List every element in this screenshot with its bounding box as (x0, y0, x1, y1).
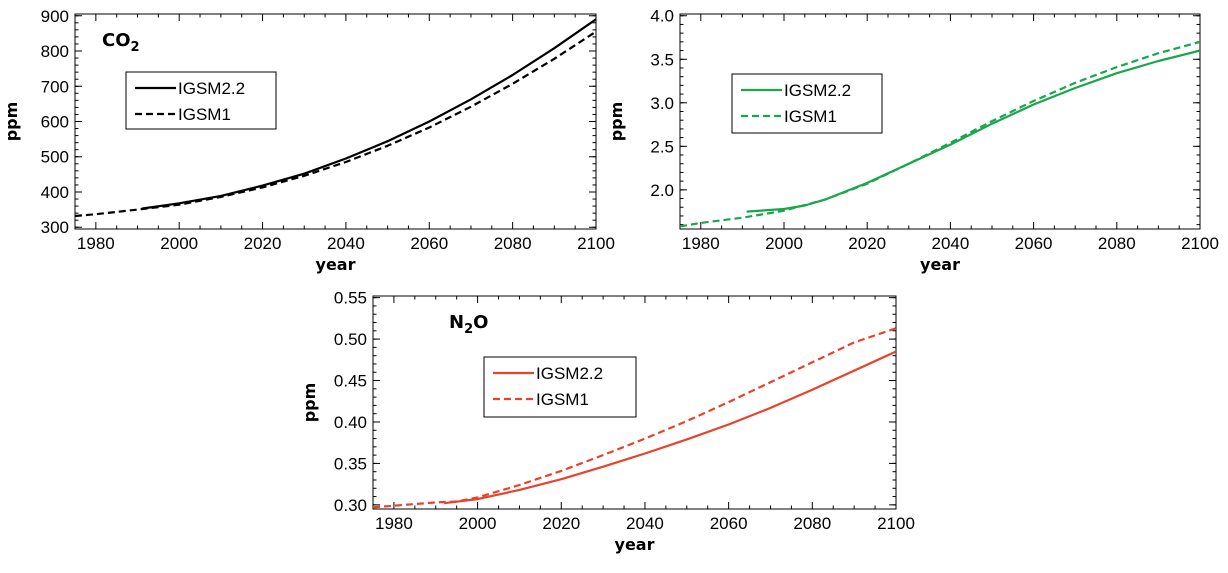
y-tick-label: 0.50 (334, 330, 367, 349)
y-tick-label: 500 (41, 148, 69, 167)
chart-title-subscript: 2 (131, 40, 140, 55)
y-tick-label: 2.5 (650, 137, 674, 156)
y-axis-title: ppm (607, 102, 626, 142)
x-tick-label: 1980 (77, 234, 115, 253)
chart-panel-3: 1980 2000 2020 2040 2060 2080 2100 0.30 0.35 0.40… (300, 289, 915, 554)
chart-title-main: N (449, 312, 464, 333)
x-axis-title: year (615, 535, 655, 554)
series-line-igsm1 (75, 30, 596, 218)
x-tick-label: 2020 (244, 234, 282, 253)
legend-box (731, 73, 883, 134)
y-tick-label: 2.0 (650, 181, 674, 200)
y-tick-label: 900 (41, 7, 69, 26)
legend-label: IGSM1 (536, 390, 589, 409)
plot-frame (679, 13, 1201, 230)
y-tick-label: 400 (41, 183, 69, 202)
x-tick-label: 2040 (626, 514, 664, 533)
legend-label: IGSM1 (178, 105, 231, 124)
x-tick-label: 1980 (375, 514, 413, 533)
x-tick-label: 2060 (410, 234, 448, 253)
series-line-igsm1 (373, 327, 896, 509)
chart-title-main: CO (102, 30, 131, 51)
x-tick-label: 2020 (542, 514, 580, 533)
y-tick-label: 0.55 (334, 289, 367, 308)
y-axis-title: ppm (2, 102, 21, 142)
x-tick-label: 2020 (848, 234, 886, 253)
x-tick-label: 1980 (682, 234, 720, 253)
legend-box (125, 71, 277, 130)
legend-label: IGSM2.2 (536, 364, 603, 383)
x-tick-label: 2100 (1181, 234, 1219, 253)
legend-label: IGSM2.2 (784, 81, 851, 100)
legend-label: IGSM1 (784, 107, 837, 126)
chart-title-subscript: 2 (464, 322, 473, 337)
x-tick-label: 2080 (793, 514, 831, 533)
x-tick-label: 2080 (1098, 234, 1136, 253)
y-tick-label: 800 (41, 42, 69, 61)
x-tick-label: 2000 (765, 234, 803, 253)
y-tick-label: 0.30 (334, 496, 367, 515)
chart-title: CO2 (102, 30, 140, 55)
y-tick-label: 700 (41, 77, 69, 96)
plot-frame (372, 295, 897, 510)
y-tick-label: 0.40 (334, 413, 367, 432)
y-tick-label: 4.0 (650, 7, 674, 26)
x-tick-label: 2040 (327, 234, 365, 253)
y-tick-label: 0.45 (334, 372, 367, 391)
y-axis-title: ppm (300, 383, 319, 423)
legend-box (483, 356, 637, 418)
x-axis-title: year (920, 255, 960, 274)
x-tick-label: 2000 (459, 514, 497, 533)
x-tick-label: 2100 (577, 234, 615, 253)
x-axis-title: year (316, 255, 356, 274)
y-tick-label: 300 (41, 218, 69, 237)
chart-panel-2: 1980 2000 2020 2040 2060 2080 2100 2.0 2.5 3.0 3.5… (607, 7, 1219, 274)
y-tick-label: 0.35 (334, 454, 367, 473)
y-tick-label: 600 (41, 113, 69, 132)
series-line-igsm2-2 (443, 350, 896, 505)
series-line-igsm2-2 (141, 18, 596, 210)
x-tick-label: 2060 (1015, 234, 1053, 253)
chart-panel-1: 1980 2000 2020 2040 2060 2080 2100 300 400 500 600… (2, 7, 615, 274)
y-tick-label: 3.5 (650, 50, 674, 69)
x-tick-label: 2060 (710, 514, 748, 533)
y-tick-label: 3.0 (650, 94, 674, 113)
legend-label: IGSM2.2 (178, 79, 245, 98)
series-line-igsm1 (680, 40, 1200, 228)
chart-title-tail: O (473, 312, 488, 333)
x-tick-label: 2100 (877, 514, 915, 533)
x-tick-label: 2000 (160, 234, 198, 253)
chart-title: N2O (449, 312, 488, 337)
x-tick-label: 2080 (494, 234, 532, 253)
x-tick-label: 2040 (931, 234, 969, 253)
